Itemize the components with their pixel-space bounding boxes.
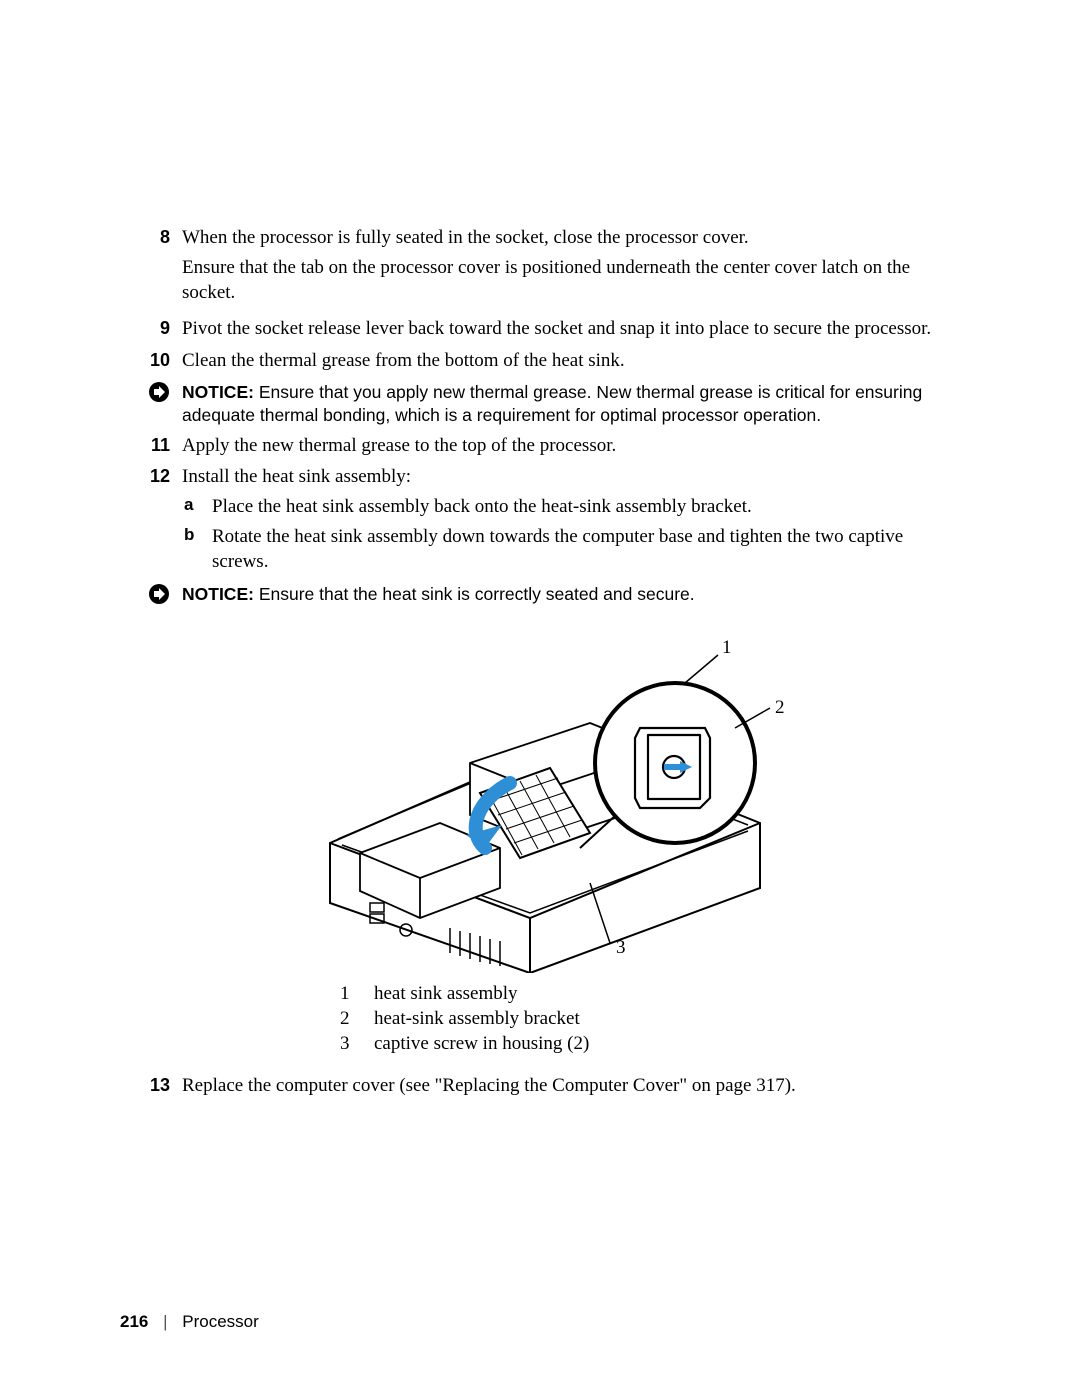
step-body: Clean the thermal grease from the bottom… <box>182 348 960 374</box>
substep-body: Place the heat sink assembly back onto t… <box>212 494 960 520</box>
step-body: Apply the new thermal grease to the top … <box>182 433 960 459</box>
notice-thermal-grease: NOTICE: Ensure that you apply new therma… <box>140 381 960 427</box>
callout-1: 1 <box>722 637 732 658</box>
footer-section: Processor <box>182 1312 259 1331</box>
substep-a: a Place the heat sink assembly back onto… <box>182 494 960 520</box>
legend-row: 3 captive screw in housing (2) <box>340 1033 760 1055</box>
page-footer: 216 | Processor <box>120 1312 259 1332</box>
step-8-line1: When the processor is fully seated in th… <box>182 225 960 251</box>
callout-3: 3 <box>616 937 626 958</box>
notice-text: Ensure that the heat sink is correctly s… <box>259 584 695 604</box>
substep-letter: b <box>182 524 212 547</box>
substep-body: Rotate the heat sink assembly down towar… <box>212 524 960 575</box>
notice-label: NOTICE: <box>182 584 254 604</box>
substep-b: b Rotate the heat sink assembly down tow… <box>182 524 960 575</box>
step-13: 13 Replace the computer cover (see "Repl… <box>140 1073 960 1099</box>
notice-body: NOTICE: Ensure that you apply new therma… <box>182 381 960 427</box>
step-8: 8 When the processor is fully seated in … <box>140 225 960 310</box>
step-number: 10 <box>140 348 182 372</box>
step-10: 10 Clean the thermal grease from the bot… <box>140 348 960 374</box>
figure-legend: 1 heat sink assembly 2 heat-sink assembl… <box>340 983 760 1055</box>
step-number: 11 <box>140 433 182 457</box>
manual-page: 8 When the processor is fully seated in … <box>0 0 1080 1397</box>
footer-separator: | <box>163 1312 167 1331</box>
notice-arrow-icon <box>140 381 182 409</box>
legend-row: 2 heat-sink assembly bracket <box>340 1008 760 1030</box>
legend-num: 3 <box>340 1033 374 1055</box>
legend-num: 2 <box>340 1008 374 1030</box>
step-12-intro: Install the heat sink assembly: <box>182 464 960 490</box>
step-body: Install the heat sink assembly: a Place … <box>182 464 960 575</box>
step-body: Replace the computer cover (see "Replaci… <box>182 1073 960 1099</box>
legend-label: heat-sink assembly bracket <box>374 1008 760 1030</box>
notice-text: Ensure that you apply new thermal grease… <box>182 382 922 425</box>
callout-2: 2 <box>775 697 785 718</box>
step-number: 13 <box>140 1073 182 1097</box>
heatsink-diagram: 1 2 3 <box>290 633 810 973</box>
step-number: 9 <box>140 316 182 340</box>
step-12: 12 Install the heat sink assembly: a Pla… <box>140 464 960 575</box>
notice-arrow-icon <box>140 583 182 611</box>
notice-body: NOTICE: Ensure that the heat sink is cor… <box>182 583 960 606</box>
step-8-line2: Ensure that the tab on the processor cov… <box>182 255 960 306</box>
legend-label: captive screw in housing (2) <box>374 1033 760 1055</box>
step-9: 9 Pivot the socket release lever back to… <box>140 316 960 342</box>
substep-letter: a <box>182 494 212 517</box>
legend-num: 1 <box>340 983 374 1005</box>
legend-label: heat sink assembly <box>374 983 760 1005</box>
step-number: 12 <box>140 464 182 488</box>
notice-label: NOTICE: <box>182 382 254 402</box>
page-number: 216 <box>120 1312 148 1331</box>
step-11: 11 Apply the new thermal grease to the t… <box>140 433 960 459</box>
legend-row: 1 heat sink assembly <box>340 983 760 1005</box>
notice-heatsink-seated: NOTICE: Ensure that the heat sink is cor… <box>140 583 960 611</box>
step-body: When the processor is fully seated in th… <box>182 225 960 310</box>
step-body: Pivot the socket release lever back towa… <box>182 316 960 342</box>
step-number: 8 <box>140 225 182 249</box>
